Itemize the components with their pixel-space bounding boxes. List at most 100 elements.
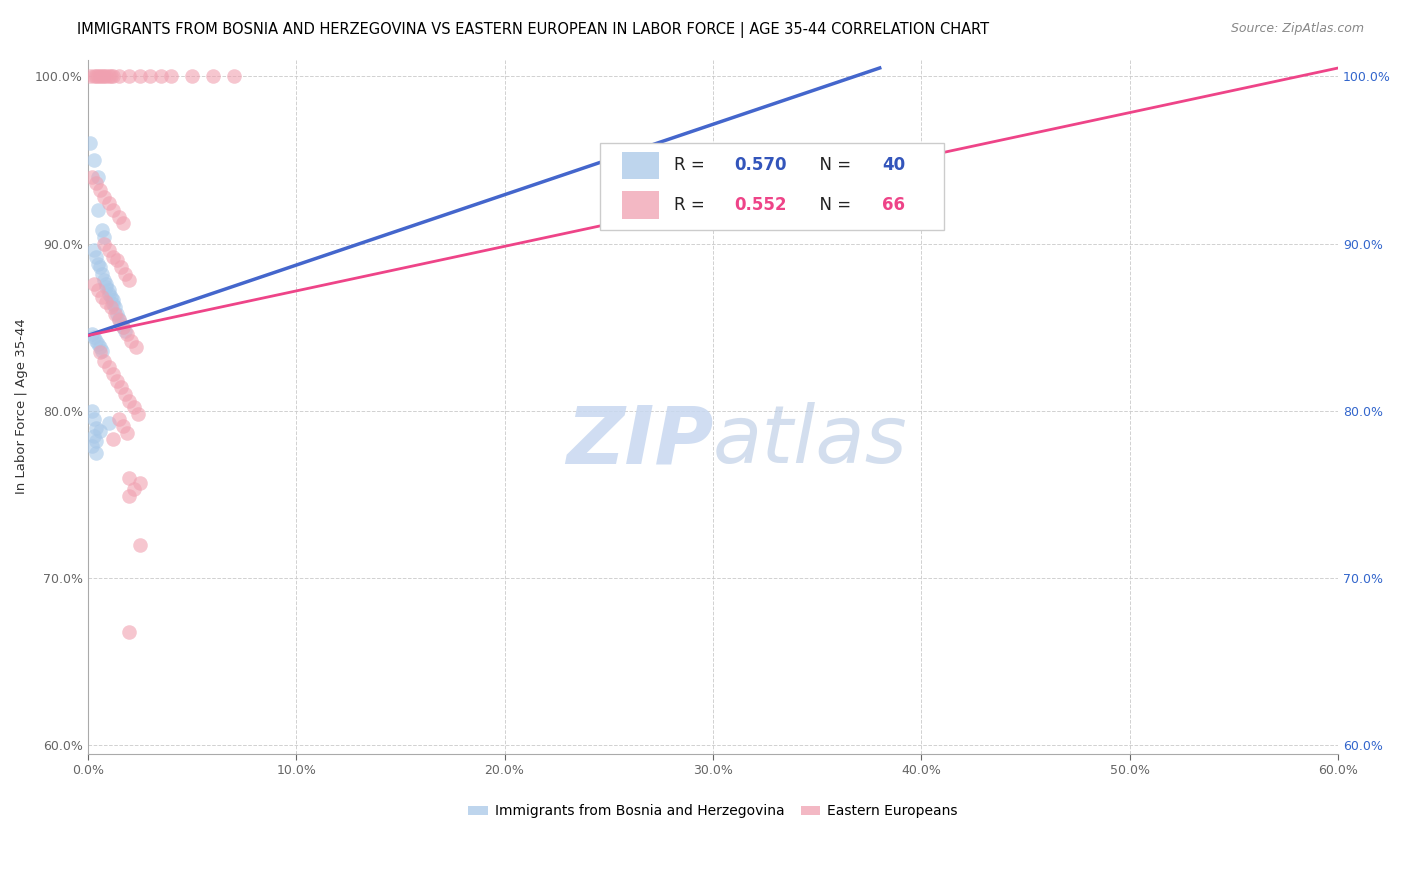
Point (112, 320, 135, 334)
Point (108, 313, 131, 327)
Point (118, 273, 141, 287)
Point (112, 320, 135, 334)
Point (87, 70, 110, 84)
Point (91, 70, 114, 84)
Point (83, 244, 105, 258)
Point (110, 380, 132, 394)
Point (110, 317, 132, 331)
Point (100, 300, 122, 314)
Text: N =: N = (810, 156, 856, 175)
Point (108, 70, 131, 84)
Point (101, 432, 124, 446)
Point (112, 217, 135, 231)
Point (87, 203, 110, 218)
Point (80, 404, 103, 418)
Point (91, 290, 114, 304)
Point (160, 70, 183, 84)
Point (101, 250, 124, 264)
Point (180, 70, 202, 84)
Point (84, 334, 107, 348)
Text: 40: 40 (882, 156, 905, 175)
Legend: Immigrants from Bosnia and Herzegovina, Eastern Europeans: Immigrants from Bosnia and Herzegovina, … (463, 798, 963, 824)
FancyBboxPatch shape (600, 143, 945, 229)
Point (118, 624, 141, 639)
Point (93, 70, 115, 84)
Point (97, 286, 120, 301)
Point (91, 267, 114, 281)
Point (93, 190, 115, 204)
Point (114, 324, 136, 338)
Point (108, 412, 131, 426)
FancyBboxPatch shape (621, 192, 659, 219)
Text: ZIP: ZIP (565, 402, 713, 480)
Point (89, 260, 111, 274)
Point (128, 475, 150, 490)
Point (96, 70, 118, 84)
Point (104, 307, 127, 321)
Point (118, 471, 141, 485)
Point (117, 425, 139, 440)
Point (97, 196, 120, 211)
Point (122, 483, 145, 497)
Point (97, 284, 120, 298)
Point (97, 70, 120, 84)
Point (101, 70, 124, 84)
Point (128, 70, 150, 84)
Point (79, 136, 101, 151)
Point (93, 273, 115, 287)
Point (97, 416, 120, 430)
Point (118, 489, 141, 503)
Point (118, 393, 141, 408)
Point (83, 70, 105, 84)
Point (201, 70, 224, 84)
Point (87, 337, 110, 351)
Point (87, 284, 110, 298)
Point (101, 293, 124, 308)
Point (105, 374, 128, 388)
Text: 0.570: 0.570 (734, 156, 787, 175)
Point (93, 353, 115, 368)
Point (83, 153, 105, 167)
Point (87, 257, 110, 271)
Point (222, 70, 245, 84)
Text: 0.552: 0.552 (734, 196, 787, 214)
Point (84, 250, 107, 264)
Point (112, 418, 135, 433)
Point (91, 223, 114, 237)
Point (96, 277, 118, 291)
Point (89, 340, 111, 354)
Point (124, 340, 146, 354)
Point (127, 407, 149, 421)
Point (80, 169, 103, 184)
Point (89, 70, 111, 84)
Point (84, 434, 107, 448)
Text: N =: N = (810, 196, 856, 214)
Point (84, 420, 107, 434)
Text: R =: R = (675, 196, 710, 214)
Point (105, 253, 128, 268)
Point (96, 295, 118, 310)
Point (101, 203, 124, 218)
Text: atlas: atlas (713, 402, 908, 480)
Y-axis label: In Labor Force | Age 35-44: In Labor Force | Age 35-44 (15, 318, 28, 494)
Point (91, 343, 114, 358)
Point (100, 70, 122, 84)
Point (79, 70, 101, 84)
Point (122, 401, 145, 415)
Point (83, 412, 105, 426)
Point (149, 70, 172, 84)
Point (101, 297, 124, 311)
Text: R =: R = (675, 156, 710, 175)
Point (93, 236, 115, 251)
Point (114, 387, 136, 401)
Point (84, 70, 107, 84)
FancyBboxPatch shape (621, 152, 659, 179)
Point (89, 183, 111, 197)
Point (120, 334, 142, 348)
Point (83, 277, 105, 291)
Point (105, 307, 128, 321)
Point (84, 445, 107, 459)
Text: 66: 66 (882, 196, 905, 214)
Text: Source: ZipAtlas.com: Source: ZipAtlas.com (1230, 22, 1364, 36)
Point (128, 538, 150, 552)
